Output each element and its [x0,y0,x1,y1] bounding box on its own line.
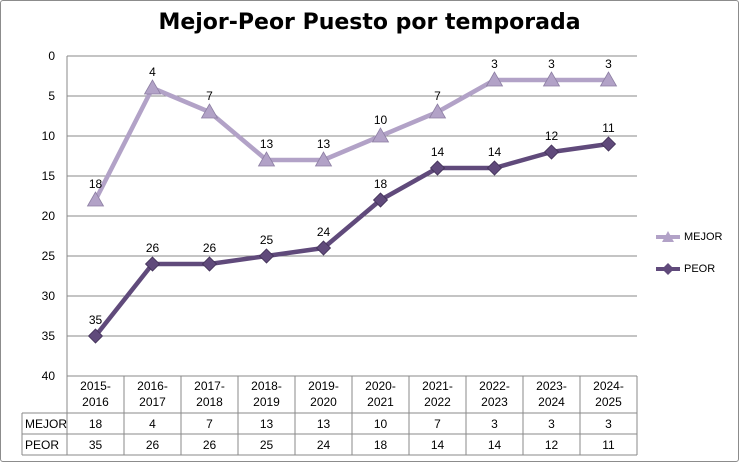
data-label-peor: 35 [89,313,103,327]
y-tick-label: 10 [42,129,56,143]
table-cell: 24 [317,438,331,452]
data-point-mejor [599,71,618,87]
data-point-mejor [200,103,219,119]
table-cell: 10 [374,417,388,431]
table-cell: 7 [206,417,213,431]
table-row-label: PEOR [25,438,59,452]
y-tick-label: 20 [42,209,56,223]
series-line-peor [93,141,611,339]
legend-swatch [656,263,680,275]
y-tick-label: 40 [42,369,56,383]
x-tick-label: 2019-2020 [308,379,339,409]
data-point-mejor [143,79,162,95]
data-label-mejor: 4 [149,65,156,79]
data-point-mejor [257,151,276,167]
data-point-peor [144,256,161,272]
table-cell: 12 [545,438,559,452]
table-cell: 35 [89,438,103,452]
x-tick-label: 2023-2024 [536,379,567,409]
data-label-peor: 26 [146,241,160,255]
chart-title: Mejor-Peor Puesto por temporada [158,10,581,35]
series-line-mejor [93,77,611,203]
data-label-mejor: 13 [317,137,331,151]
data-label-peor: 14 [488,145,502,159]
x-tick-label: 2017-2018 [194,379,225,409]
x-tick-label: 2016-2017 [137,379,168,409]
table-cell: 14 [488,438,502,452]
data-point-peor [372,192,389,208]
table-cell: 4 [149,417,156,431]
y-tick-label: 15 [42,169,56,183]
data-point-peor [429,160,446,176]
data-label-peor: 26 [203,241,217,255]
y-tick-label: 30 [42,289,56,303]
y-tick-label: 5 [48,89,55,103]
x-tick-label: 2015-2016 [80,379,111,409]
data-point-peor [258,248,275,264]
table-cell: 13 [317,417,331,431]
legend-label: PEOR [684,263,716,275]
legend-label: MEJOR [684,231,723,243]
table-cell: 3 [605,417,612,431]
table-cell: 25 [260,438,274,452]
data-point-mejor [86,191,105,207]
y-tick-label: 35 [42,329,56,343]
data-point-peor [87,328,104,344]
table-cell: 18 [89,417,103,431]
table-cell: 11 [602,438,615,452]
table-cell: 26 [146,438,160,452]
data-label-peor: 24 [317,225,331,239]
legend-item-peor: PEOR [655,261,723,277]
legend-swatch [656,231,680,242]
table-cell: 3 [548,417,555,431]
x-tick-label: 2024-2025 [593,379,624,409]
data-point-mejor [485,71,504,87]
data-label-mejor: 10 [374,113,388,127]
y-tick-label: 25 [42,249,56,263]
data-label-mejor: 3 [548,57,555,71]
table-cell: 7 [434,417,441,431]
table-cell: 26 [203,438,217,452]
legend: MEJOR PEOR [655,229,723,293]
data-label-mejor: 3 [491,57,498,71]
table-cell: 18 [374,438,388,452]
data-point-mejor [371,127,390,143]
x-tick-label: 2022-2023 [479,379,510,409]
data-label-mejor: 3 [605,57,612,71]
x-tick-label: 2021-2022 [422,379,453,409]
table-row-label: MEJOR [25,417,67,431]
data-label-peor: 11 [602,121,615,135]
data-point-mejor [428,103,447,119]
data-point-peor [543,144,560,160]
table-cell: 3 [491,417,498,431]
data-point-mejor [542,71,561,87]
legend-item-mejor: MEJOR [655,229,723,245]
data-label-peor: 14 [431,145,445,159]
data-point-mejor [314,151,333,167]
data-label-mejor: 13 [260,137,274,151]
data-label-mejor: 7 [206,89,213,103]
data-label-peor: 25 [260,233,274,247]
data-label-mejor: 18 [89,177,103,191]
data-label-peor: 18 [374,177,388,191]
data-point-peor [315,240,332,256]
data-point-peor [201,256,218,272]
x-tick-label: 2020-2021 [365,379,396,409]
y-tick-label: 0 [48,49,55,63]
data-point-peor [486,160,503,176]
table-cell: 14 [431,438,445,452]
table-cell: 13 [260,417,274,431]
x-tick-label: 2018-2019 [251,379,282,409]
data-label-mejor: 7 [434,89,441,103]
data-point-peor [600,136,617,152]
data-label-peor: 12 [545,129,559,143]
